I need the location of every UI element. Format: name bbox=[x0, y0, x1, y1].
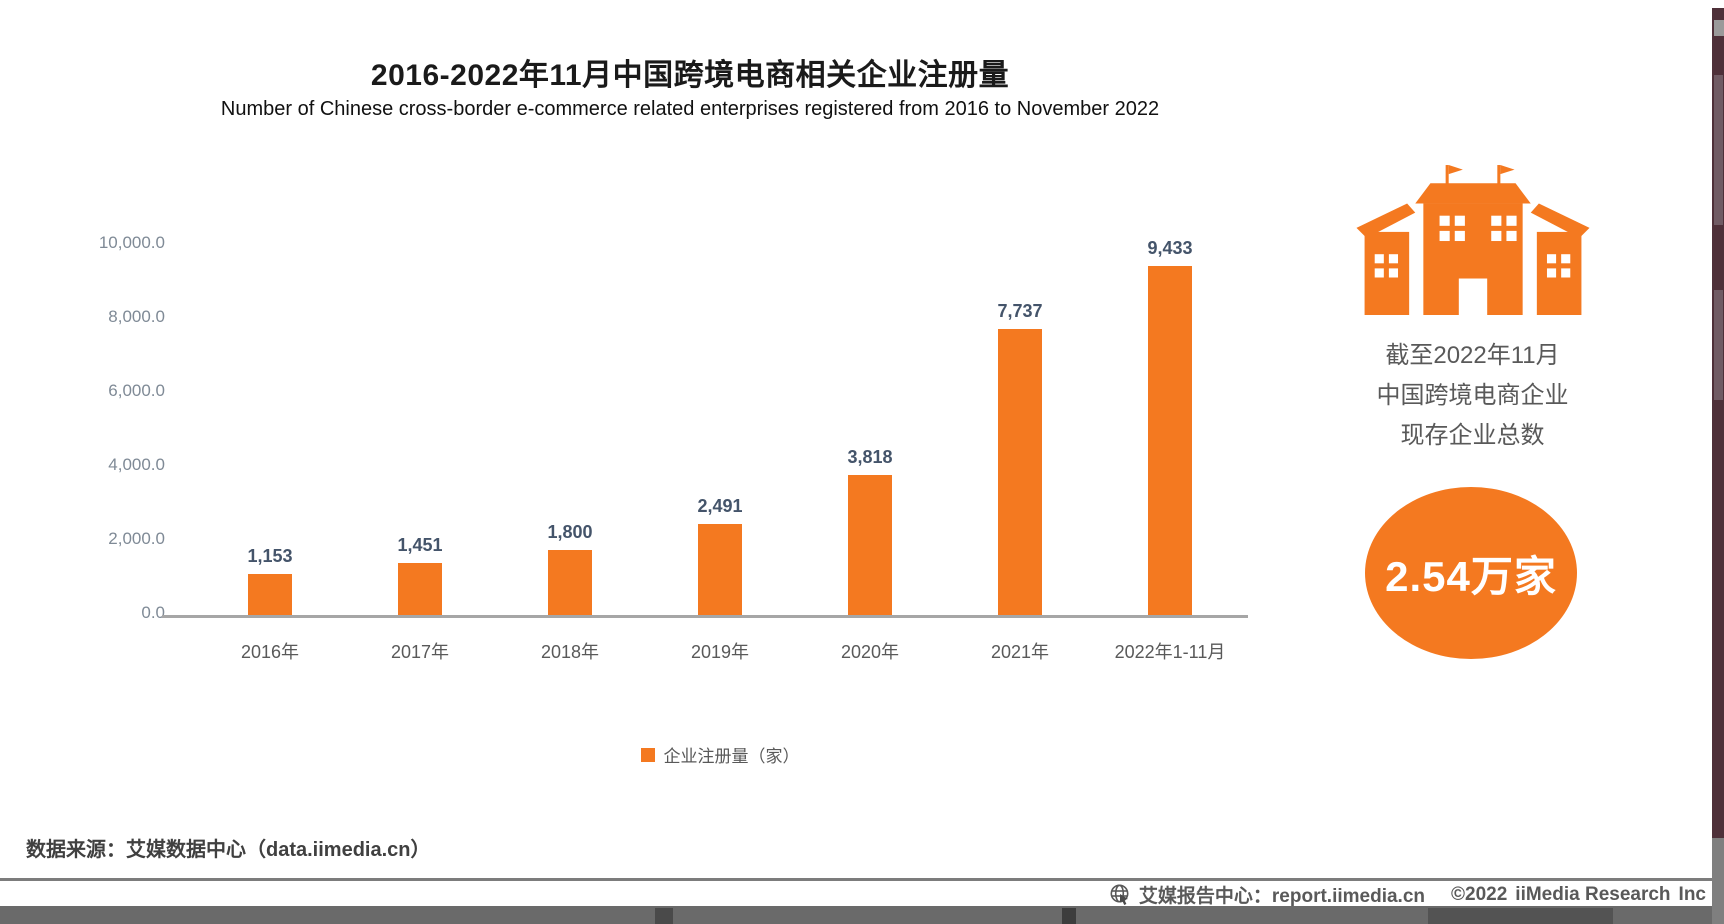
x-axis-label: 2019年 bbox=[690, 642, 750, 662]
stat-value: 2.54万家 bbox=[1385, 552, 1557, 600]
x-axis-label: 2021年 bbox=[990, 642, 1050, 662]
right-edge-fragment bbox=[1714, 75, 1723, 225]
x-axis-label: 2017年 bbox=[390, 642, 450, 662]
y-axis-tick: 6,000.0 bbox=[108, 381, 165, 400]
x-axis-label: 2020年 bbox=[840, 642, 900, 662]
footer-company: iiMedia Research bbox=[1515, 883, 1671, 905]
bar-column: 1,153 bbox=[195, 225, 345, 617]
bar-value-label: 7,737 bbox=[997, 301, 1043, 321]
stat-caption-line: 现存企业总数 bbox=[1400, 422, 1545, 449]
legend-swatch bbox=[640, 747, 655, 762]
bar-value-label: 1,153 bbox=[247, 546, 293, 566]
page-subtitle: Number of Chinese cross-border e-commerc… bbox=[220, 98, 1160, 120]
y-axis-tick: 4,000.0 bbox=[108, 455, 165, 474]
right-edge-fragment bbox=[1714, 290, 1723, 400]
x-axis-label: 2016年 bbox=[240, 642, 300, 662]
bar-value-label: 1,800 bbox=[547, 522, 593, 542]
footer: 艾媒报告中心：report.iimedia.cn ©2022 iiMedia R… bbox=[0, 882, 1706, 907]
bar-value-label: 3,818 bbox=[847, 447, 893, 467]
legend-label: 企业注册量（家） bbox=[663, 747, 800, 766]
bar-column: 1,800 bbox=[495, 225, 645, 617]
footer-divider bbox=[0, 878, 1724, 881]
bar-value-label: 2,491 bbox=[697, 496, 743, 516]
right-edge-notch bbox=[1714, 20, 1724, 36]
x-axis: 2016年 2017年 2018年 2019年 2020年 2021年 2022年1-11月 bbox=[195, 638, 1245, 664]
bar bbox=[548, 550, 592, 617]
x-axis-label: 2018年 bbox=[540, 642, 600, 662]
bar-column: 9,433 bbox=[1095, 225, 1245, 617]
bar-value-label: 1,451 bbox=[397, 535, 443, 555]
bar bbox=[1148, 266, 1192, 617]
footer-site-label: 艾媒报告中心：report.iimedia.cn bbox=[1138, 886, 1426, 907]
x-axis-label: 2022年1-11月 bbox=[1114, 642, 1226, 662]
stat-caption-line: 中国跨境电商企业 bbox=[1376, 382, 1569, 409]
x-axis-baseline bbox=[162, 615, 1248, 618]
footer-copyright: ©2022 bbox=[1451, 883, 1508, 905]
building-icon bbox=[1356, 165, 1590, 315]
bar-column: 3,818 bbox=[795, 225, 945, 617]
stat-bubble: 2.54万家 bbox=[1365, 487, 1577, 659]
bar bbox=[848, 475, 892, 617]
bar bbox=[398, 563, 442, 617]
bar-column: 7,737 bbox=[945, 225, 1095, 617]
source-note: 数据来源：艾媒数据中心（data.iimedia.cn） bbox=[26, 839, 431, 861]
footer-inc: Inc bbox=[1678, 883, 1706, 905]
bar-value-label: 9,433 bbox=[1147, 238, 1193, 258]
bottom-bar-notch bbox=[1062, 908, 1076, 924]
page-title: 2016-2022年11月中国跨境电商相关企业注册量 bbox=[370, 59, 1010, 92]
y-axis-tick: 8,000.0 bbox=[108, 307, 165, 326]
bottom-bar-notch bbox=[1428, 908, 1613, 924]
y-axis-tick: 0.0 bbox=[141, 603, 165, 622]
bar bbox=[698, 524, 742, 617]
stat-caption-line: 截至2022年11月 bbox=[1385, 342, 1560, 369]
stat-caption: 截至2022年11月 中国跨境电商企业 现存企业总数 bbox=[1325, 336, 1620, 456]
y-axis-tick: 2,000.0 bbox=[108, 529, 165, 548]
bar-column: 2,491 bbox=[645, 225, 795, 617]
chart-legend: 企业注册量（家） bbox=[195, 742, 1245, 767]
y-axis-tick: 10,000.0 bbox=[98, 233, 165, 252]
right-edge-bottom bbox=[1712, 838, 1724, 924]
bottom-bar bbox=[0, 906, 1724, 924]
plot-area: 1,153 1,451 1,800 2,491 3,818 7,737 9,433 bbox=[195, 225, 1245, 617]
bar bbox=[998, 329, 1042, 617]
bar bbox=[248, 574, 292, 617]
globe-icon bbox=[1110, 884, 1129, 905]
bottom-bar-notch bbox=[655, 908, 673, 924]
bar-column: 1,451 bbox=[345, 225, 495, 617]
